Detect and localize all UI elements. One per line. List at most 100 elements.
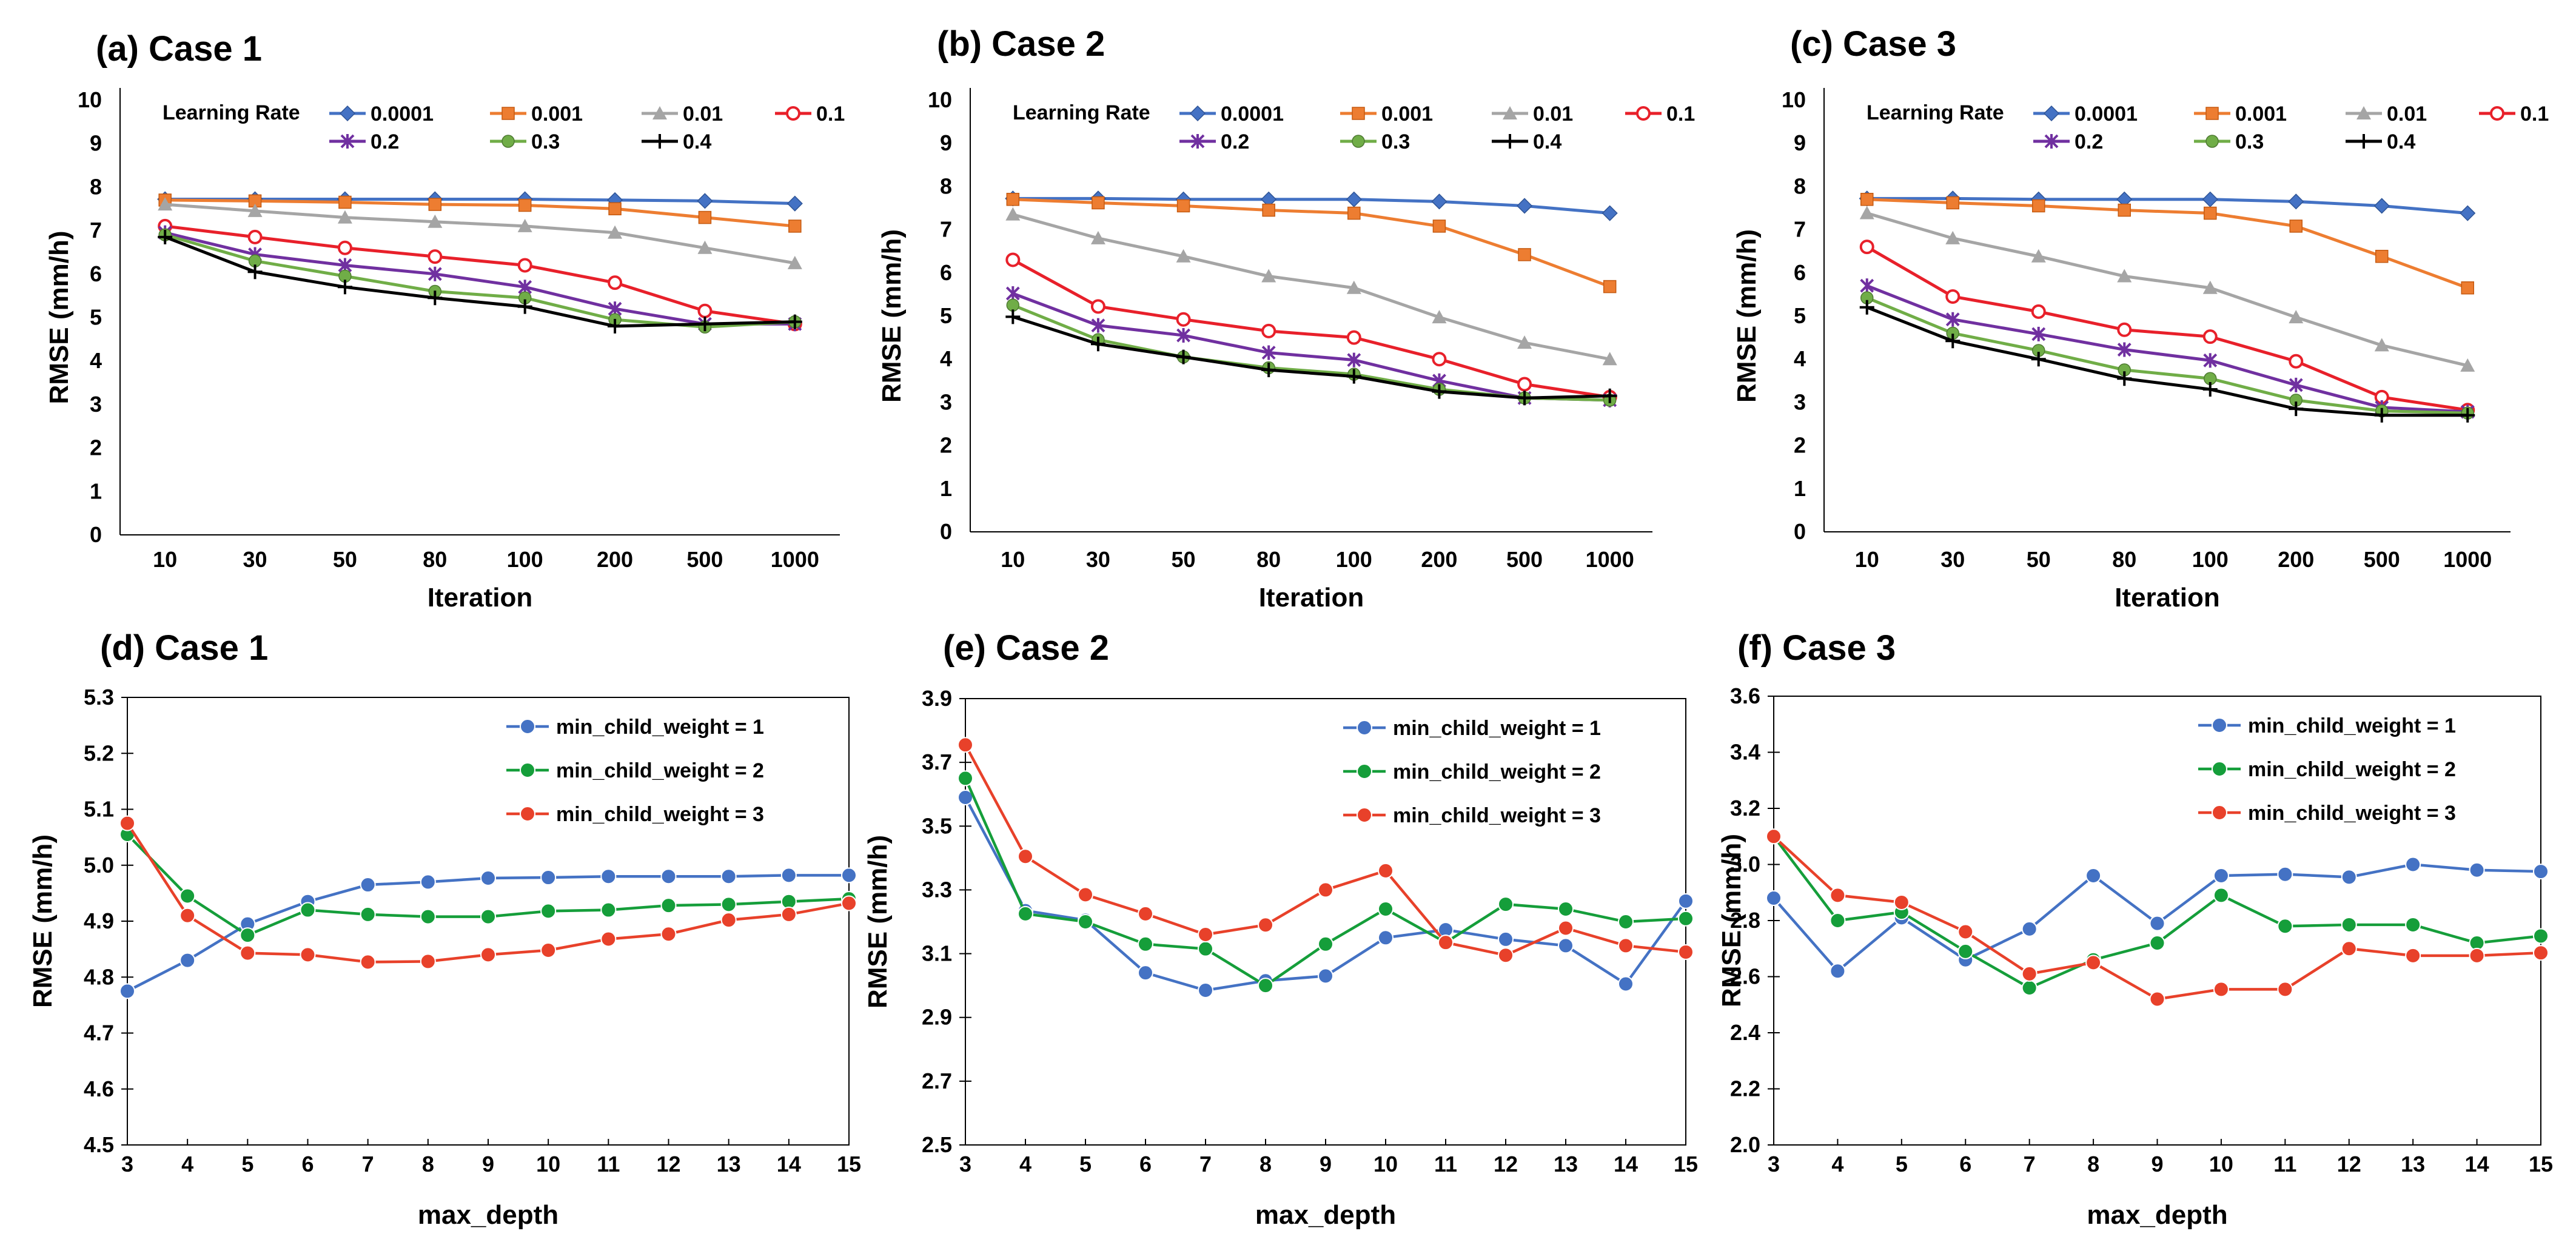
data-point [360,954,376,970]
data-point [2085,955,2102,971]
x-tick-label: 15 [2529,1152,2553,1176]
legend-swatch-marker [652,106,667,119]
x-tick-label: 200 [2278,547,2314,572]
series-line [1866,306,2468,417]
legend-swatch-marker [2205,107,2219,120]
x-tick-label: 15 [837,1152,861,1176]
legend-swatch-marker [520,762,535,778]
data-point [2202,329,2218,344]
x-tick-label: 13 [1554,1152,1578,1176]
y-tick-label: 10 [78,87,102,112]
data-point [2149,991,2165,1007]
x-tick-label: 3 [959,1152,971,1176]
legend-label: 0.01 [2387,102,2427,126]
y-axis-title: RMSE (mm/h) [877,229,907,403]
y-tick-label: 2.2 [1730,1076,1760,1101]
y-tick-label: 2.9 [922,1005,952,1030]
legend-title: Learning Rate [1867,101,2004,124]
series-line [164,224,796,326]
legend-label: min_child_weight = 1 [1393,717,1601,740]
data-point [2277,981,2293,998]
y-tick-label: 1 [940,476,952,501]
data-point [1176,328,1190,343]
data-point [1517,377,1532,392]
series-min-child-weight-3 [119,815,857,970]
data-point [1678,893,1694,909]
series-min-child-weight-1 [1766,856,2549,979]
x-tick-label: 9 [482,1152,494,1176]
x-tick-label: 7 [362,1152,374,1176]
data-point [1893,894,1910,910]
y-tick-label: 7 [90,218,102,243]
legend-swatch-marker [2043,105,2060,122]
x-tick-label: 7 [2024,1152,2036,1176]
y-tick-label: 2.7 [922,1069,952,1093]
series-line [1867,212,2468,367]
x-tick-label: 30 [1940,547,1965,572]
x-tick-label: 50 [2027,547,2051,572]
data-point [1006,298,1020,312]
y-tick-label: 8 [1794,173,1806,198]
data-point [2460,358,2475,372]
series-line [165,197,795,206]
data-point [1498,931,1514,947]
x-tick-label: 80 [423,547,447,572]
legend-label: 0.001 [531,102,583,126]
legend-swatch-marker [786,106,800,121]
data-point [1678,944,1694,960]
data-point [247,203,263,217]
data-point [240,945,256,961]
y-tick-label: 4 [940,346,952,371]
series-0-001 [158,193,802,233]
data-point [1261,269,1276,283]
x-tick-label: 10 [2209,1152,2233,1176]
data-point [697,303,713,318]
data-point [360,877,376,893]
y-tick-label: 2.4 [1730,1020,1760,1045]
x-tick-label: 6 [1959,1152,1971,1176]
chart-title: (a) Case 1 [96,29,262,69]
data-point [2533,864,2549,880]
data-point [1346,280,1361,294]
legend-label: 0.01 [683,102,723,126]
x-tick-label: 14 [777,1152,801,1176]
data-point [2021,965,2038,982]
data-point [2289,377,2303,392]
x-tick-label: 80 [2112,547,2136,572]
data-point [697,193,713,209]
y-tick-label: 5.0 [84,853,114,878]
legend-label: min_child_weight = 2 [1393,760,1601,784]
data-point [2341,869,2357,885]
y-tick-label: 0 [940,519,952,544]
data-point [518,198,532,212]
data-point [1859,300,1874,315]
series-line [1867,198,2469,290]
data-point [1517,391,1532,406]
data-point [1830,913,1846,928]
x-tick-label: 14 [1614,1152,1638,1176]
data-point [2375,249,2389,263]
chart-panel-d: (d) Case 1 4.5 4.6 4.7 4.8 4.9 5.0 5.1 5.2 5.3 3 4 5… [28,628,861,1230]
data-point [1860,278,1874,294]
series-line [164,235,795,328]
data-point [1860,193,1874,206]
legend-label: 0.0001 [371,102,434,126]
series-line [126,822,850,964]
x-axis-title: Iteration [1259,583,1364,612]
y-tick-label: 10 [1782,87,1806,112]
data-point [158,229,173,244]
data-point [2277,918,2293,935]
legend-swatch-marker [652,134,667,149]
x-tick-label: 5 [241,1152,253,1176]
legend-label: 0.001 [1381,102,1433,126]
legend-swatch-marker [2205,135,2219,148]
data-point [2460,205,2476,221]
data-point [600,868,617,885]
x-tick-label: 3 [121,1152,133,1176]
data-point [2341,916,2357,933]
data-point [420,908,436,925]
data-point [697,317,713,332]
legend-title: Learning Rate [163,101,300,124]
legend-swatch-marker [1503,134,1517,149]
legend: Learning Rate 0.0001 0.001 0.01 0.1 0.2 0.3 0.4 [1867,101,2549,153]
